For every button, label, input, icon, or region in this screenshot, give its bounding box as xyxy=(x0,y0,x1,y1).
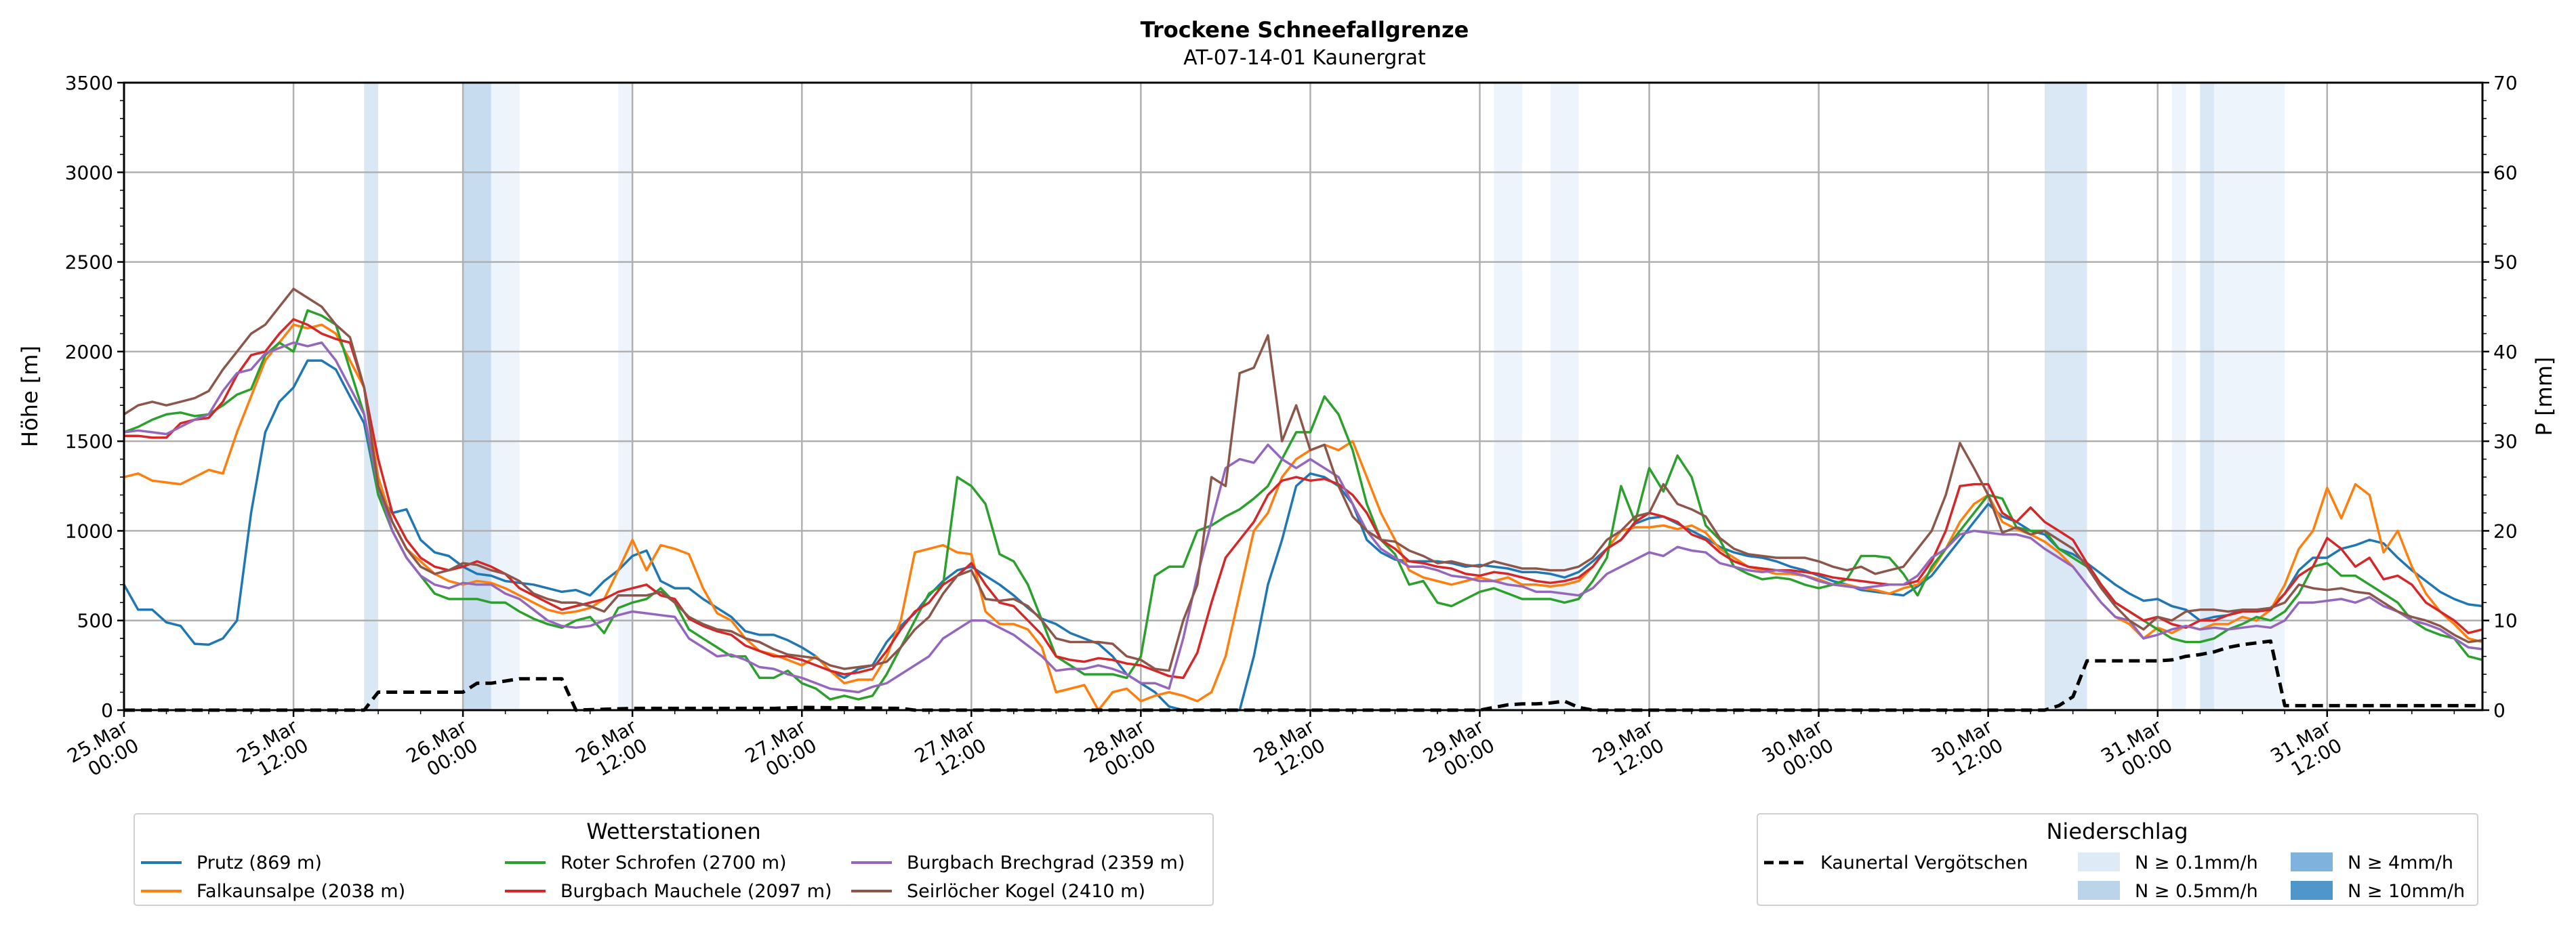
x-tick-label: 28.Mar12:00 xyxy=(1250,715,1329,786)
precip-band xyxy=(1550,83,1579,710)
y-tick-label: 2000 xyxy=(65,341,113,363)
y2-tick-label: 50 xyxy=(2493,251,2518,274)
precip-legend-label: N ≥ 10mm/h xyxy=(2348,881,2465,902)
axes: 0 500 1000 1500 2000 2500 3000 3500 0 10 20 30 40 50 6… xyxy=(64,72,2518,786)
y-tick-label: 500 xyxy=(77,610,113,632)
x-tick-label: 25.Mar12:00 xyxy=(233,715,312,786)
x-tick-label: 26.Mar12:00 xyxy=(572,715,651,786)
precip-legend-title: Niederschlag xyxy=(2046,819,2188,844)
precip-line-label: Kaunertal Vergötschen xyxy=(1820,852,2028,873)
y-tick-label: 3500 xyxy=(65,72,113,94)
y-axis-label: Höhe [m] xyxy=(17,346,43,447)
y-tick-label: 0 xyxy=(101,699,113,722)
station-legend-entries: Prutz (869 m) Falkaunsalpe (2038 m) Roter … xyxy=(141,852,1185,902)
station-legend-label: Roter Schrofen (2700 m) xyxy=(560,852,787,873)
series-line xyxy=(123,341,2483,694)
y2-axis-label: P [mm] xyxy=(2531,357,2557,436)
data-series xyxy=(123,287,2483,712)
precip-legend-label: N ≥ 4mm/h xyxy=(2348,852,2453,873)
station-legend-frame xyxy=(134,813,1214,906)
station-legend-title: Wetterstationen xyxy=(586,819,760,844)
y2-tick-label: 30 xyxy=(2493,430,2518,453)
x-tick-label: 26.Mar00:00 xyxy=(403,715,482,786)
chart-title: Trockene Schneefallgrenze xyxy=(1141,17,1469,43)
station-legend-label: Burgbach Mauchele (2097 m) xyxy=(560,881,832,902)
station-legend-label: Seirlöcher Kogel (2410 m) xyxy=(907,881,1145,902)
precip-band xyxy=(2045,83,2087,710)
x-tick-label: 29.Mar00:00 xyxy=(1419,715,1498,786)
x-tick-label: 31.Mar12:00 xyxy=(2266,715,2346,786)
precip-band xyxy=(2171,83,2186,710)
precip-legend-swatch xyxy=(2291,852,2333,871)
x-tick-label: 25.Mar00:00 xyxy=(64,715,143,786)
y-tick-label: 3000 xyxy=(65,161,113,184)
x-tick-label: 31.Mar00:00 xyxy=(2097,715,2176,786)
x-tick-label: 27.Mar12:00 xyxy=(911,715,990,786)
series-line xyxy=(123,287,2483,672)
precip-legend-label: N ≥ 0.5mm/h xyxy=(2135,881,2258,902)
x-tick-label: 30.Mar00:00 xyxy=(1758,715,1837,786)
y2-tick-label: 40 xyxy=(2493,341,2518,363)
precip-legend-swatch xyxy=(2078,852,2120,871)
precip-band xyxy=(618,83,633,710)
precip-legend-label: N ≥ 0.1mm/h xyxy=(2135,852,2258,873)
y-tick-label: 2500 xyxy=(65,251,113,274)
x-tick-label: 30.Mar12:00 xyxy=(1927,715,2007,786)
y-tick-label: 1000 xyxy=(65,520,113,542)
precip-band xyxy=(364,83,379,710)
grid-lines xyxy=(123,81,2482,711)
station-legend-label: Prutz (869 m) xyxy=(197,852,322,873)
series-line xyxy=(124,318,2483,680)
precip-legend-entries: N ≥ 0.1mm/h N ≥ 0.5mm/h N ≥ 4mm/h N ≥ 10mm/… xyxy=(2078,852,2465,902)
x-tick-label: 29.Mar12:00 xyxy=(1589,715,1668,786)
precip-legend: Niederschlag Kaunertal Vergötschen N ≥ 0… xyxy=(1757,813,2478,906)
y2-tick-label: 10 xyxy=(2493,610,2518,632)
y-tick-label: 1500 xyxy=(65,430,113,453)
station-legend-label: Burgbach Brechgrad (2359 m) xyxy=(907,852,1185,873)
precip-legend-swatch xyxy=(2291,881,2333,900)
station-legend: Wetterstationen Prutz (869 m) Falkaunsalp… xyxy=(134,813,1214,906)
series-line xyxy=(124,639,2482,712)
y2-tick-label: 20 xyxy=(2493,520,2518,542)
precip-band xyxy=(1494,83,1522,710)
x-tick-label: 28.Mar00:00 xyxy=(1080,715,1160,786)
precip-band xyxy=(2200,83,2215,710)
y2-tick-label: 60 xyxy=(2493,161,2518,184)
station-legend-label: Falkaunsalpe (2038 m) xyxy=(197,881,405,902)
precip-legend-swatch xyxy=(2078,881,2120,900)
plot-frame xyxy=(123,81,2484,711)
y2-tick-label: 0 xyxy=(2493,699,2506,722)
precip-band xyxy=(463,83,491,710)
chart-subtitle: AT-07-14-01 Kaunergrat xyxy=(1183,46,1426,70)
precip-band xyxy=(491,83,520,710)
x-tick-label: 27.Mar00:00 xyxy=(741,715,821,786)
y2-tick-label: 70 xyxy=(2493,72,2518,94)
